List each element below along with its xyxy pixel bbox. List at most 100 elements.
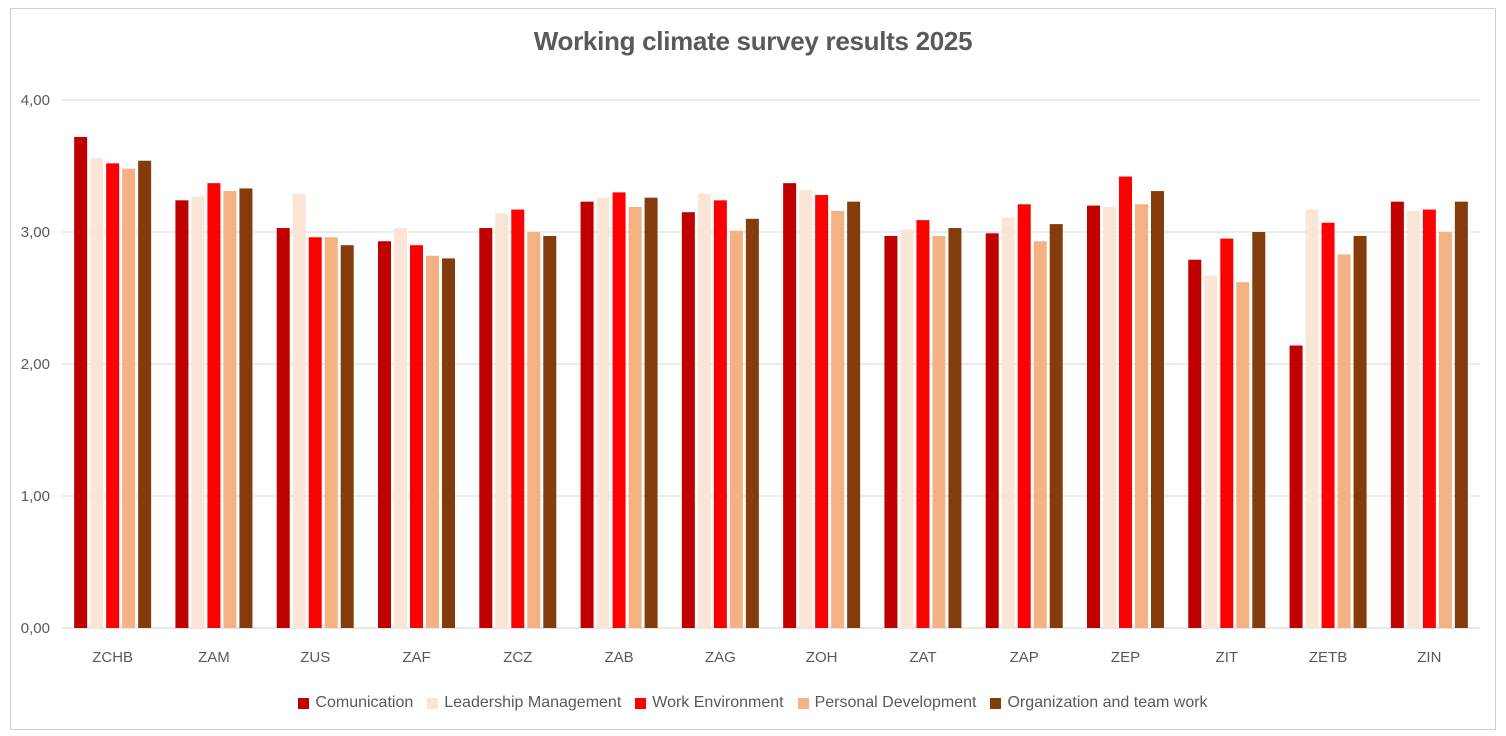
bar-zetb-comunication xyxy=(1289,345,1303,628)
legend-label: Leadership Management xyxy=(444,694,622,711)
bar-zag-work-environment xyxy=(713,200,727,628)
bar-zep-personal-development xyxy=(1135,204,1148,628)
x-tick-label: ZAF xyxy=(402,649,430,666)
chart-title: Working climate survey results 2025 xyxy=(533,26,973,56)
bar-zcz-organization-and-team-work xyxy=(543,235,557,628)
bar-zam-personal-development xyxy=(223,191,237,628)
x-tick-label: ZETB xyxy=(1309,649,1347,666)
bar-zin-comunication xyxy=(1390,201,1404,628)
bar-zat-organization-and-team-work xyxy=(948,228,962,629)
bar-zit-comunication xyxy=(1188,259,1202,628)
x-tick-label: ZAP xyxy=(1010,649,1039,666)
bar-zin-organization-and-team-work xyxy=(1454,201,1468,628)
bar-zam-comunication xyxy=(175,200,189,628)
bar-zit-leadership-management xyxy=(1204,275,1218,628)
bar-zcz-work-environment xyxy=(511,209,525,628)
legend-item: Comunication xyxy=(298,694,413,712)
bar-zcz-leadership-management xyxy=(495,213,509,628)
y-tick-label: 1,00 xyxy=(21,488,50,505)
bar-zetb-personal-development xyxy=(1337,254,1351,628)
y-tick-label: 4,00 xyxy=(21,92,50,109)
y-tick-label: 3,00 xyxy=(21,224,50,241)
chart-legend: Comunication Leadership Management Work En… xyxy=(0,694,1506,712)
bar-zoh-personal-development xyxy=(831,210,845,628)
legend-label: Work Environment xyxy=(652,694,784,711)
bar-zaf-comunication xyxy=(378,241,391,629)
bar-zetb-leadership-management xyxy=(1305,209,1319,628)
x-tick-label: ZIN xyxy=(1417,649,1441,666)
x-tick-label: ZEP xyxy=(1111,649,1140,666)
bar-zaf-organization-and-team-work xyxy=(442,258,455,628)
bar-zat-personal-development xyxy=(932,235,946,628)
bar-zit-work-environment xyxy=(1220,238,1234,628)
bar-zaf-leadership-management xyxy=(394,228,407,629)
bar-zag-comunication xyxy=(681,212,695,628)
bar-zoh-organization-and-team-work xyxy=(847,201,861,628)
bar-zchb-comunication xyxy=(74,136,88,628)
bar-zap-personal-development xyxy=(1033,241,1047,629)
legend-item: Leadership Management xyxy=(427,694,621,712)
bar-zam-leadership-management xyxy=(191,196,205,629)
x-tick-label: ZAM xyxy=(198,649,230,666)
bar-zchb-personal-development xyxy=(122,168,136,628)
legend-swatch xyxy=(427,697,439,709)
x-tick-label: ZAB xyxy=(604,649,633,666)
y-tick-label: 0,00 xyxy=(21,620,50,637)
legend-item: Work Environment xyxy=(635,694,784,712)
bar-zoh-leadership-management xyxy=(799,189,813,628)
x-tick-label: ZIT xyxy=(1216,649,1239,666)
legend-swatch xyxy=(990,697,1002,709)
bar-zus-organization-and-team-work xyxy=(340,245,354,628)
bar-zaf-personal-development xyxy=(426,255,439,628)
x-tick-label: ZCHB xyxy=(92,649,133,666)
bar-zus-work-environment xyxy=(308,237,322,628)
legend-swatch xyxy=(797,697,809,709)
x-tick-label: ZOH xyxy=(806,649,838,666)
bar-zat-work-environment xyxy=(916,220,930,628)
bar-zap-work-environment xyxy=(1017,204,1031,628)
bar-zap-comunication xyxy=(985,233,999,628)
bar-zab-personal-development xyxy=(628,206,642,629)
bar-zus-personal-development xyxy=(324,237,338,628)
bar-zit-personal-development xyxy=(1236,282,1250,628)
bar-zoh-work-environment xyxy=(815,195,829,629)
legend-swatch xyxy=(298,697,310,709)
bar-zat-leadership-management xyxy=(900,229,914,629)
bar-zep-work-environment xyxy=(1119,176,1132,628)
bar-zin-work-environment xyxy=(1422,209,1436,628)
legend-label: Organization and team work xyxy=(1007,694,1208,711)
bar-zam-work-environment xyxy=(207,183,221,628)
x-tick-label: ZUS xyxy=(300,649,330,666)
legend-item: Personal Development xyxy=(797,694,976,712)
x-tick-label: ZAT xyxy=(909,649,936,666)
bar-zag-organization-and-team-work xyxy=(745,218,759,629)
x-tick-label: ZCZ xyxy=(503,649,532,666)
bar-zab-organization-and-team-work xyxy=(644,197,658,628)
bar-zetb-organization-and-team-work xyxy=(1353,235,1367,628)
bar-zchb-organization-and-team-work xyxy=(138,160,152,628)
bar-zep-comunication xyxy=(1087,205,1100,628)
bar-zap-organization-and-team-work xyxy=(1049,224,1063,628)
bar-zep-leadership-management xyxy=(1103,206,1116,629)
bar-zep-organization-and-team-work xyxy=(1151,191,1164,628)
y-tick-label: 2,00 xyxy=(21,356,50,373)
bar-zin-personal-development xyxy=(1438,232,1452,628)
bar-zap-leadership-management xyxy=(1001,217,1015,629)
bar-zin-leadership-management xyxy=(1406,210,1420,628)
legend-label: Comunication xyxy=(315,694,414,711)
bar-zag-personal-development xyxy=(729,230,743,628)
bar-zetb-work-environment xyxy=(1321,222,1335,628)
bar-zab-comunication xyxy=(580,201,594,628)
bar-zab-leadership-management xyxy=(596,197,610,628)
bar-zam-organization-and-team-work xyxy=(239,188,253,628)
legend-item: Organization and team work xyxy=(990,694,1208,712)
bar-zab-work-environment xyxy=(612,192,626,628)
bar-zus-comunication xyxy=(276,228,290,629)
bar-zcz-personal-development xyxy=(527,232,541,628)
bar-zcz-comunication xyxy=(479,228,493,629)
bar-zag-leadership-management xyxy=(697,193,711,628)
bar-zchb-work-environment xyxy=(106,163,120,629)
legend-swatch xyxy=(635,697,647,709)
bar-zaf-work-environment xyxy=(410,245,423,628)
